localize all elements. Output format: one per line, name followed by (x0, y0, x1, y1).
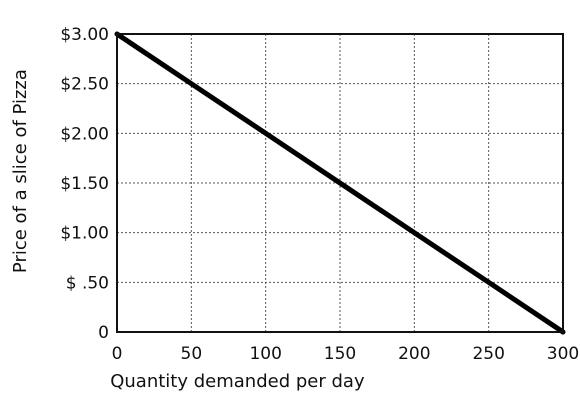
plot-frame (116, 33, 564, 333)
x-tick-label: 100 (249, 344, 281, 364)
x-tick-label: 250 (472, 344, 504, 364)
demand-line (114, 31, 566, 335)
y-tick-label: $1.00 (60, 224, 109, 244)
x-axis-title: Quantity demanded per day (110, 371, 365, 392)
y-tick-label: $3.00 (60, 25, 109, 45)
y-tick-label: $2.50 (60, 75, 109, 95)
series-lines (114, 31, 566, 335)
x-tick-label: 0 (112, 344, 123, 364)
x-tick-label: 200 (398, 344, 430, 364)
y-tick-label: $ .50 (66, 273, 109, 293)
y-tick-label: $1.50 (60, 174, 109, 194)
x-tick-label: 300 (547, 344, 579, 364)
y-tick-label: 0 (98, 323, 109, 343)
y-tick-label: $2.00 (60, 124, 109, 144)
tick-labels: 0 50 100 150 200 250 300 0 $ .50 $1.00 $1.50 $2.00 $… (60, 25, 579, 364)
x-tick-label: 50 (181, 344, 203, 364)
y-axis-title: Price of a slice of Pizza (10, 69, 31, 273)
x-tick-label: 150 (324, 344, 356, 364)
